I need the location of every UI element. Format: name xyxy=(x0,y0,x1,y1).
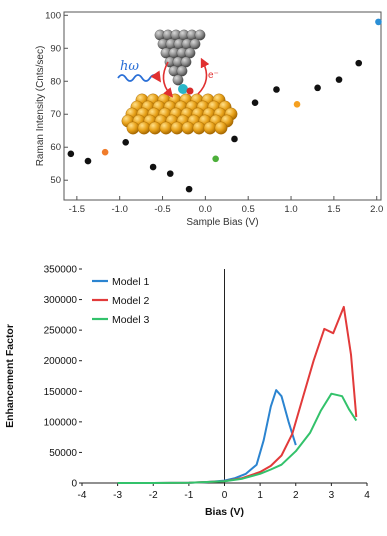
top-y-tick-label: 60 xyxy=(50,142,61,153)
tip-atom xyxy=(180,56,192,68)
electron-label: e⁻ xyxy=(208,70,219,81)
scatter-point xyxy=(293,101,301,108)
bottom-y-tick-label: 200000 xyxy=(44,356,78,367)
top-x-tick-label: 1.5 xyxy=(327,204,340,215)
top-scatter-points xyxy=(67,18,382,193)
gold-atom xyxy=(214,121,228,135)
tip-atom xyxy=(184,47,196,59)
bottom-y-tick-label: 300000 xyxy=(44,295,78,306)
bottom-x-tick-label: -3 xyxy=(113,490,122,501)
top-x-tick-label: -1.0 xyxy=(112,204,128,215)
tip-apex-atom xyxy=(178,84,188,94)
gold-atom xyxy=(148,121,162,135)
bottom-x-axis-label: Bias (V) xyxy=(205,506,244,518)
gold-atom xyxy=(203,121,217,135)
electron-arrow-right xyxy=(197,57,210,95)
top-y-tick-label: 70 xyxy=(50,109,61,120)
scatter-point xyxy=(67,150,75,158)
legend-label: Model 2 xyxy=(112,295,150,307)
bottom-chart: -4 -3 -2 -1 0 1 2 3 4 0 50000 100000 150000 200000 250… xyxy=(4,265,370,519)
bottom-y-axis-label: Enhancement Factor xyxy=(4,324,16,428)
tip-atom xyxy=(189,38,201,50)
bottom-x-tick-label: -2 xyxy=(149,490,158,501)
legend-label: Model 1 xyxy=(112,276,150,288)
bottom-x-tick-label: 3 xyxy=(329,490,335,501)
scatter-point xyxy=(185,185,193,193)
gold-atom xyxy=(159,121,173,135)
legend-label: Model 3 xyxy=(112,314,150,326)
scatter-point xyxy=(101,148,109,156)
top-x-tick-label: -0.5 xyxy=(154,204,170,215)
top-axis-ticks: -1.5 -1.0 -0.5 0.0 0.5 1.0 1.5 2.0 50 60 70 80 90 100 xyxy=(45,10,383,215)
scatter-point xyxy=(335,76,343,83)
scatter-point xyxy=(149,163,157,171)
bottom-series-lines xyxy=(117,305,358,484)
gold-atom xyxy=(126,121,140,135)
top-x-tick-label: 0.5 xyxy=(242,204,255,215)
bottom-y-tick-label: 100000 xyxy=(44,417,78,428)
series-line-model-2 xyxy=(117,305,358,484)
top-chart: -1.5 -1.0 -0.5 0.0 0.5 1.0 1.5 2.0 50 60 70 80 90 100… xyxy=(35,10,383,228)
bottom-axis-ticks: -4 -3 -2 -1 0 1 2 3 4 0 50000 100000 150000 200000 250… xyxy=(44,265,371,502)
series-line-model-1 xyxy=(117,389,297,484)
stm-tip xyxy=(154,29,206,86)
scatter-point xyxy=(231,135,238,143)
scatter-point xyxy=(314,84,321,92)
bottom-x-tick-label: -1 xyxy=(184,490,193,501)
tip-red-atom xyxy=(186,87,194,95)
top-x-axis-label: Sample Bias (V) xyxy=(186,217,258,228)
bottom-y-tick-label: 0 xyxy=(71,479,77,490)
bottom-y-tick-label: 50000 xyxy=(49,448,77,459)
scatter-point xyxy=(375,18,382,26)
scatter-point xyxy=(355,59,363,67)
top-x-tick-label: 2.0 xyxy=(370,204,383,215)
top-x-tick-label: 1.0 xyxy=(284,204,297,215)
gold-atom xyxy=(181,121,195,135)
top-plot-frame xyxy=(63,11,382,201)
scatter-point xyxy=(251,99,259,107)
top-y-tick-label: 100 xyxy=(45,10,61,21)
bottom-y-tick-label: 150000 xyxy=(44,387,78,398)
bottom-x-tick-label: -4 xyxy=(78,490,87,501)
top-y-axis-label: Raman Intensity (Cnts/sec) xyxy=(35,46,46,167)
photon-wave xyxy=(117,70,161,83)
top-y-tick-label: 90 xyxy=(50,43,61,54)
gold-surface xyxy=(121,93,238,135)
tip-atom xyxy=(172,74,184,86)
gold-atom xyxy=(192,121,206,135)
bottom-x-tick-label: 1 xyxy=(257,490,263,501)
top-x-tick-label: -1.5 xyxy=(69,204,85,215)
bottom-y-tick-label: 350000 xyxy=(44,265,78,276)
top-y-tick-label: 80 xyxy=(50,76,61,87)
bottom-x-tick-label: 2 xyxy=(293,490,299,501)
scatter-point xyxy=(122,138,129,146)
electron-arrow-left xyxy=(162,61,174,98)
series-line-model-3 xyxy=(117,392,358,484)
scatter-point xyxy=(84,157,92,165)
bottom-y-tick-label: 250000 xyxy=(44,326,78,337)
bottom-legend: Model 1 Model 2 Model 3 xyxy=(92,276,150,326)
bottom-x-tick-label: 0 xyxy=(222,490,228,501)
gold-atom xyxy=(137,121,151,135)
top-y-tick-label: 50 xyxy=(50,175,61,186)
inset-illustration: hω e⁻ xyxy=(117,29,238,135)
tip-atom xyxy=(194,29,206,41)
gold-atom xyxy=(170,121,184,135)
scatter-point xyxy=(166,170,174,177)
top-x-tick-label: 0.0 xyxy=(199,204,212,215)
tip-atom xyxy=(176,65,188,77)
bottom-x-tick-label: 4 xyxy=(364,490,370,501)
scatter-point xyxy=(212,155,219,163)
photon-label: hω xyxy=(120,59,139,74)
scatter-point xyxy=(273,86,280,93)
